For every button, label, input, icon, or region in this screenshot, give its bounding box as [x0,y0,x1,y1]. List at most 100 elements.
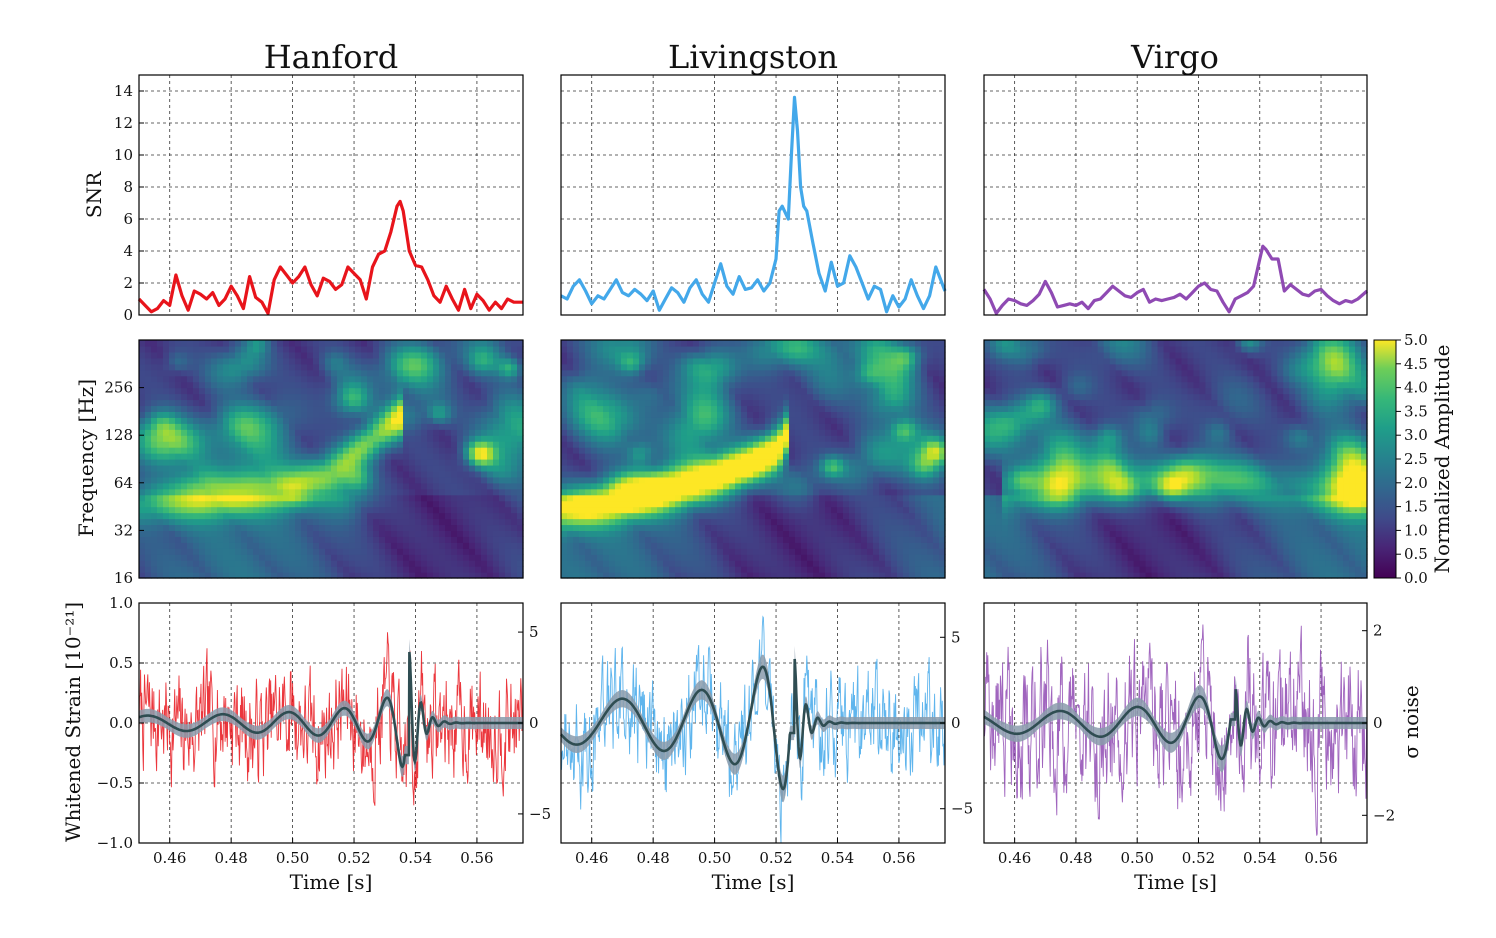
spectrogram-cell [259,530,266,537]
spectrogram-cell [433,482,440,490]
spectrogram-cell [837,429,844,436]
spectrogram-cell [717,500,724,508]
spectrogram-cell [771,345,778,353]
spectrogram-cell [217,340,224,347]
spectrogram-cell [361,518,368,526]
spectrogram-cell [807,405,814,412]
spectrogram-cell [717,381,724,389]
spectrogram-cell [807,572,814,579]
spectrogram-cell [295,566,302,573]
spectrogram-cell [783,387,790,395]
spectrogram-cell [169,518,176,526]
spectrogram-cell [331,405,338,412]
spectrogram-cell [843,500,850,508]
spectrogram-cell [295,572,302,579]
spectrogram-cell [795,345,802,353]
spectrogram-cell [211,423,218,430]
spectrogram-cell [469,423,476,430]
spectrogram-cell [687,340,694,347]
spectrogram-cell [627,357,634,365]
spectrogram-cell [403,459,410,466]
spectrogram-cell [771,423,778,430]
spectrogram-cell [139,423,146,430]
spectrogram-cell [145,429,152,436]
spectrogram-cell [687,441,694,448]
spectrogram-cell [735,441,742,448]
spectrogram-cell [169,435,176,442]
spectrogram-cell [379,512,386,520]
spectrogram-cell [801,381,808,389]
spectrogram-cell [777,399,784,407]
spectrogram-cell [373,488,380,496]
spectrogram-cell [627,554,634,561]
spectrogram-cell [561,524,568,531]
spectrogram-cell [427,429,434,436]
spectrogram-cell [855,423,862,430]
spectrogram-cell [843,482,850,490]
spectrogram-cell [897,494,904,502]
spectrogram-cell [753,393,760,401]
spectrogram-cell [573,435,580,442]
spectrogram-cell [265,554,272,561]
spectrogram-cell [451,494,458,502]
spectrogram-cell [651,417,658,424]
spectrogram-cell [265,447,272,454]
spectrogram-cell [843,387,850,395]
spectrogram-cell [361,494,368,502]
spectrogram-cell [199,429,206,436]
spectrogram-cell [349,369,356,377]
spectrogram-cell [391,399,398,407]
spectrogram-cell [891,518,898,526]
spectrogram-cell [481,518,488,526]
spectrogram-cell [879,494,886,502]
spectrogram-cell [603,399,610,407]
spectrogram-cell [597,482,604,490]
spectrogram-cell [693,351,700,359]
spectrogram-cell [825,572,832,579]
spectrogram-cell [663,363,670,371]
spectrogram-cell [241,482,248,490]
spectrogram-cell [169,405,176,412]
spectrogram-cell [241,506,248,514]
spectrogram-cell [217,470,224,478]
spectrogram-cell [337,488,344,496]
spectrogram-cell [319,387,326,395]
spectrogram-cell [505,560,512,567]
spectrogram-cell [223,387,230,395]
spectrogram-cell [765,345,772,353]
spectrogram-cell [493,518,500,526]
spectrogram-cell [289,542,296,549]
spectrogram-cell [289,459,296,466]
spectrogram-cell [639,494,646,502]
spectrogram-cell [657,542,664,549]
spectrogram-cell [705,536,712,543]
spectrogram-cell [633,470,640,478]
spectrogram-cell [717,369,724,377]
spectrogram-cell [493,494,500,502]
spectrogram-cell [145,387,152,395]
spectrogram-cell [783,405,790,412]
spectrogram-cell [265,488,272,496]
spectrogram-cell [247,554,254,561]
spectrogram-cell [517,423,524,430]
spectrogram-cell [307,459,314,466]
spectrogram-cell [849,459,856,466]
spectrogram-cell [379,482,386,490]
spectrogram-cell [663,524,670,531]
spectrogram-cell [687,453,694,460]
spectrogram-cell [307,530,314,537]
spectrogram-cell [151,441,158,448]
spectrogram-cell [573,536,580,543]
spectrogram-cell [343,363,350,371]
spectrogram-cell [885,381,892,389]
spectrogram-cell [229,357,236,365]
spectrogram-cell [493,429,500,436]
spectrogram-cell [615,459,622,466]
spectrogram-cell [843,512,850,520]
spectrogram-cell [325,530,332,537]
spectrogram-cell [475,375,482,383]
spectrogram-cell [379,417,386,424]
spectrogram-cell [151,482,158,490]
spectrogram-cell [561,393,568,401]
spectrogram-cell [567,512,574,520]
